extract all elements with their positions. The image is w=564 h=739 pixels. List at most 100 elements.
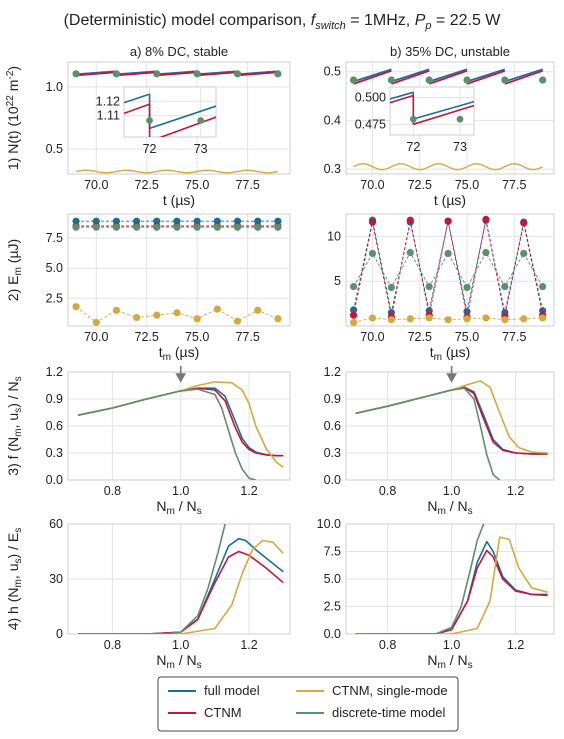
series-discrete-point: [274, 70, 282, 78]
panel-2a: 70.0 72.5 75.0 77.5 2.5 5.0 7.5 tm (µs) 2) Em (µ…: [5, 213, 291, 363]
plot-frame: [345, 213, 555, 327]
series-discrete-point: [112, 223, 121, 231]
series-discrete-point: [173, 223, 181, 231]
series-single-point: [274, 315, 282, 323]
inset-x-tick-label: 72: [143, 142, 157, 156]
series-discrete-point: [153, 223, 161, 231]
series-discrete-point: [193, 70, 201, 78]
y-tick-label: 0.6: [46, 419, 63, 433]
x-tick-label: 1.2: [507, 638, 524, 652]
plot-frame: [67, 61, 291, 175]
inset-series-ctnm-line: [390, 94, 474, 126]
x-tick-label: 0.8: [104, 484, 121, 498]
y-tick-label: 1.2: [46, 365, 63, 379]
inset-series-discrete-point: [197, 117, 205, 124]
series-ctnm-point: [520, 219, 528, 227]
y-tick-label: 0.0: [324, 473, 341, 487]
series-ctnm-line: [353, 69, 543, 85]
series-discrete-point: [425, 282, 433, 291]
y-tick-label: 0.9: [324, 392, 341, 406]
y-tick-label: 0.9: [46, 392, 63, 406]
series-discrete-point: [254, 223, 262, 231]
inset-y-tick-label: 0.475: [355, 117, 386, 131]
y-tick-label: 0.6: [324, 419, 341, 433]
series-single-point: [425, 314, 433, 322]
y-tick-label: 0.5: [324, 65, 341, 79]
y-tick-label: 1.0: [46, 80, 63, 94]
series-single-point: [112, 306, 121, 314]
panel-1a: 70.0 72.5 75.0 77.5 0.5 1.0 a) 8% DC, stable t …: [5, 44, 291, 208]
y-tick-label: 0.3: [324, 446, 341, 460]
series-discrete-point: [444, 249, 452, 258]
series-discrete-point: [425, 76, 433, 84]
series-single-line: [353, 163, 543, 171]
plot-area: [72, 217, 282, 326]
inset: 72 73 0.475 0.500: [355, 86, 475, 154]
x-tick-label: 75.0: [185, 178, 209, 192]
y-axis-label: 2) Em (µJ): [5, 239, 24, 301]
y-tick-label: 60: [49, 517, 63, 531]
series-discrete-point: [233, 70, 242, 78]
legend-label-ctnm: CTNM: [204, 705, 242, 720]
series-discrete-point: [72, 223, 80, 231]
y-axis-label: 1) N(t) (1022 m-2): [5, 66, 21, 170]
series-single-point: [213, 305, 221, 313]
series-single-point: [349, 318, 358, 326]
series-single-point: [368, 314, 377, 322]
inset-series-discrete-point: [146, 117, 153, 124]
x-tick-label: 75.0: [185, 330, 209, 344]
series-discrete-point: [233, 223, 242, 231]
y-tick-label: 1.2: [324, 365, 341, 379]
x-tick-label: 70.0: [84, 330, 108, 344]
y-tick-label: 10.0: [317, 517, 341, 531]
series-single-point: [444, 316, 452, 324]
series-discrete-point: [463, 76, 471, 84]
legend-label-discrete: discrete-time model: [332, 705, 446, 720]
x-axis-label: t (µs): [434, 192, 466, 208]
y-tick-label: 2.5: [46, 291, 63, 305]
y-tick-label: 5: [334, 274, 341, 288]
legend-box: [157, 676, 459, 732]
series-discrete-point: [349, 282, 358, 291]
series-discrete-point: [112, 70, 121, 78]
x-tick-label: 77.5: [502, 330, 526, 344]
series-discrete-point: [387, 283, 395, 292]
series-discrete-point: [153, 70, 161, 78]
series-discrete-line: [78, 388, 257, 480]
y-tick-label: 7.5: [324, 545, 341, 559]
x-axis-label: Nm / Ns: [427, 652, 472, 671]
series-discrete-point: [520, 249, 528, 258]
series-full-line: [76, 70, 278, 76]
series-single-point: [539, 314, 547, 322]
panel-3a: 0.8 1.0 1.2 0.0 0.3 0.6 0.9 1.2 Nm / Ns 3) f (Nm,…: [5, 365, 291, 517]
x-tick-label: 72.5: [135, 330, 159, 344]
series-discrete-point: [349, 76, 358, 84]
y-tick-label: 0.5: [46, 142, 63, 156]
y-tick-label: 5.0: [46, 261, 63, 275]
x-axis-label: Nm / Ns: [427, 498, 472, 517]
y-tick-label: 7.5: [46, 231, 63, 245]
series-discrete-point: [539, 76, 547, 84]
plot-frame: [67, 371, 291, 481]
plot-area: [355, 524, 548, 634]
series-ctnm-point: [444, 217, 452, 225]
series-discrete-point: [501, 282, 509, 291]
x-tick-label: 1.2: [240, 484, 257, 498]
x-tick-label: 70.0: [360, 330, 384, 344]
series-discrete-point: [463, 283, 471, 292]
series-single-point: [463, 315, 471, 323]
plot-area: [355, 380, 548, 480]
marker-arrow: [175, 366, 187, 383]
x-tick-label: 72.5: [408, 330, 432, 344]
inset-frame: [389, 86, 475, 136]
y-tick-label: 5.0: [324, 572, 341, 586]
y-axis-label: 4) h (Nm, us) / Es: [5, 528, 24, 631]
plot-frame: [67, 213, 291, 327]
series-single-point: [501, 316, 509, 324]
series-discrete-point: [368, 249, 377, 258]
plot-frame: [345, 371, 555, 481]
x-tick-label: 70.0: [360, 178, 384, 192]
plot-area: [349, 68, 547, 171]
y-tick-label: 0: [56, 627, 63, 641]
